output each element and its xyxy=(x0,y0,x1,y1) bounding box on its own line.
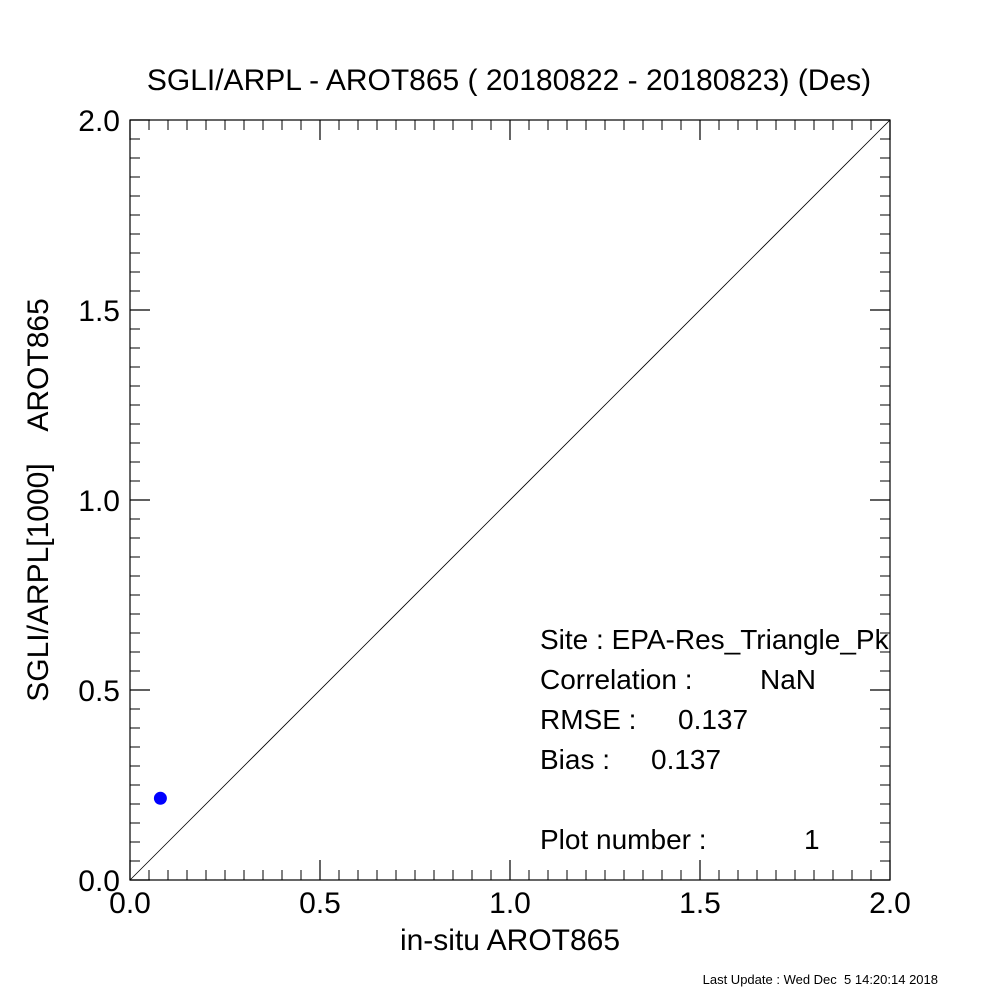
stat-plot-number-label: Plot number : xyxy=(540,824,707,855)
chart-title: SGLI/ARPL - AROT865 ( 20180822 - 2018082… xyxy=(147,64,871,97)
one-to-one-line xyxy=(129,119,891,881)
stat-site: Site : EPA-Res_Triangle_Pk xyxy=(540,624,890,655)
x-tick-label: 1.0 xyxy=(489,887,531,920)
last-update-footer: Last Update : Wed Dec 5 14:20:14 2018 xyxy=(703,972,938,987)
stat-rmse-value: 0.137 xyxy=(678,704,748,735)
x-tick-label: 0.0 xyxy=(109,887,151,920)
stat-bias-value: 0.137 xyxy=(651,744,721,775)
stat-correlation-label: Correlation : xyxy=(540,664,693,695)
y-tick-label: 2.0 xyxy=(78,105,120,138)
data-point xyxy=(153,791,167,805)
y-tick-label: 0.5 xyxy=(78,675,120,708)
data-points xyxy=(153,791,167,805)
y-tick-labels: 0.0 0.5 1.0 1.5 2.0 xyxy=(78,105,120,898)
stat-bias-label: Bias : xyxy=(540,744,610,775)
stat-plot-number-value: 1 xyxy=(804,824,820,855)
y-tick-label: 1.0 xyxy=(78,485,120,518)
y-tick-label: 1.5 xyxy=(78,295,120,328)
plot-frame xyxy=(129,119,891,881)
stat-correlation-value: NaN xyxy=(760,664,816,695)
x-tick-label: 0.5 xyxy=(299,887,341,920)
x-tick-labels: 0.0 0.5 1.0 1.5 2.0 xyxy=(109,887,911,920)
minor-ticks xyxy=(130,120,890,880)
y-tick-label: 0.0 xyxy=(78,865,120,898)
x-axis-label: in-situ AROT865 xyxy=(400,924,620,957)
stat-rmse-label: RMSE : xyxy=(540,704,636,735)
stat-site-value: EPA-Res_Triangle_Pk xyxy=(612,624,890,655)
stat-site-label: Site : xyxy=(540,624,612,655)
x-tick-label: 2.0 xyxy=(869,887,911,920)
x-tick-label: 1.5 xyxy=(679,887,721,920)
stats-panel: Site : EPA-Res_Triangle_Pk Correlation :… xyxy=(540,624,890,855)
y-axis-label: SGLI/ARPL[1000] AROT865 xyxy=(22,298,55,702)
